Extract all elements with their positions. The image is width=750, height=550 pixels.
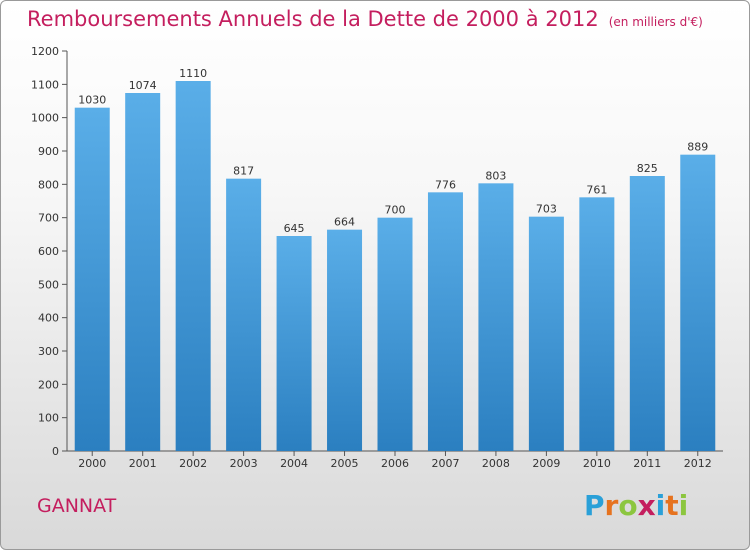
data-label-2001: 1074 bbox=[129, 79, 157, 92]
x-tick-label-2012: 2012 bbox=[684, 457, 712, 470]
data-label-2011: 825 bbox=[637, 162, 658, 175]
x-tick-label-2008: 2008 bbox=[482, 457, 510, 470]
y-tick-label: 200 bbox=[38, 378, 59, 391]
x-tick-label-2007: 2007 bbox=[431, 457, 459, 470]
city-name: GANNAT bbox=[37, 495, 117, 517]
bar-2012 bbox=[680, 154, 716, 451]
x-tick-label-2003: 2003 bbox=[230, 457, 258, 470]
logo-letter: i bbox=[678, 489, 689, 522]
logo-letter: t bbox=[665, 489, 679, 522]
data-label-2007: 776 bbox=[435, 178, 456, 191]
x-tick-label-2000: 2000 bbox=[78, 457, 106, 470]
y-tick-label: 300 bbox=[38, 345, 59, 358]
logo-letter: r bbox=[604, 489, 619, 522]
bar-2001 bbox=[125, 93, 161, 451]
x-tick-label-2002: 2002 bbox=[179, 457, 207, 470]
y-tick-label: 1000 bbox=[31, 112, 59, 125]
data-label-2010: 761 bbox=[586, 183, 607, 196]
y-tick-label: 1200 bbox=[31, 45, 59, 58]
y-tick-label: 600 bbox=[38, 245, 59, 258]
bar-2005 bbox=[327, 229, 363, 451]
x-tick-label-2004: 2004 bbox=[280, 457, 308, 470]
bar-2011 bbox=[629, 176, 665, 451]
y-tick-label: 800 bbox=[38, 178, 59, 191]
x-tick-label-2010: 2010 bbox=[583, 457, 611, 470]
data-label-2009: 703 bbox=[536, 203, 557, 216]
data-label-2002: 1110 bbox=[179, 67, 207, 80]
x-tick-label-2006: 2006 bbox=[381, 457, 409, 470]
x-tick-label-2011: 2011 bbox=[633, 457, 661, 470]
bar-2008 bbox=[478, 183, 514, 452]
bar-2006 bbox=[377, 217, 413, 451]
bar-2000 bbox=[74, 107, 110, 452]
x-tick-label-2005: 2005 bbox=[331, 457, 359, 470]
bar-2009 bbox=[528, 216, 564, 451]
data-label-2012: 889 bbox=[687, 141, 708, 154]
bar-2004 bbox=[276, 236, 312, 451]
proxiti-logo: Proxiti bbox=[584, 489, 688, 522]
bar-2002 bbox=[175, 81, 211, 451]
data-label-2006: 700 bbox=[385, 204, 406, 217]
data-label-2000: 1030 bbox=[78, 94, 106, 107]
chart-title-text: Remboursements Annuels de la Dette de 20… bbox=[27, 7, 599, 31]
data-label-2003: 817 bbox=[233, 165, 254, 178]
y-tick-label: 1100 bbox=[31, 78, 59, 91]
bar-2007 bbox=[427, 192, 463, 452]
logo-letter: o bbox=[618, 489, 638, 522]
chart-title: Remboursements Annuels de la Dette de 20… bbox=[27, 7, 703, 31]
y-tick-label: 400 bbox=[38, 312, 59, 325]
x-tick-label-2001: 2001 bbox=[129, 457, 157, 470]
logo-letter: x bbox=[637, 489, 656, 522]
logo-letter: P bbox=[584, 489, 605, 522]
logo-letter: i bbox=[655, 489, 666, 522]
chart-subtitle: (en milliers d'€) bbox=[608, 15, 703, 29]
data-label-2004: 645 bbox=[284, 222, 305, 235]
data-label-2005: 664 bbox=[334, 216, 355, 229]
y-tick-label: 500 bbox=[38, 278, 59, 291]
y-tick-label: 0 bbox=[52, 445, 59, 458]
y-tick-label: 100 bbox=[38, 412, 59, 425]
x-tick-label-2009: 2009 bbox=[532, 457, 560, 470]
data-label-2008: 803 bbox=[485, 169, 506, 182]
y-tick-label: 900 bbox=[38, 145, 59, 158]
bar-2003 bbox=[226, 178, 262, 451]
bar-2010 bbox=[579, 197, 615, 451]
y-tick-label: 700 bbox=[38, 212, 59, 225]
